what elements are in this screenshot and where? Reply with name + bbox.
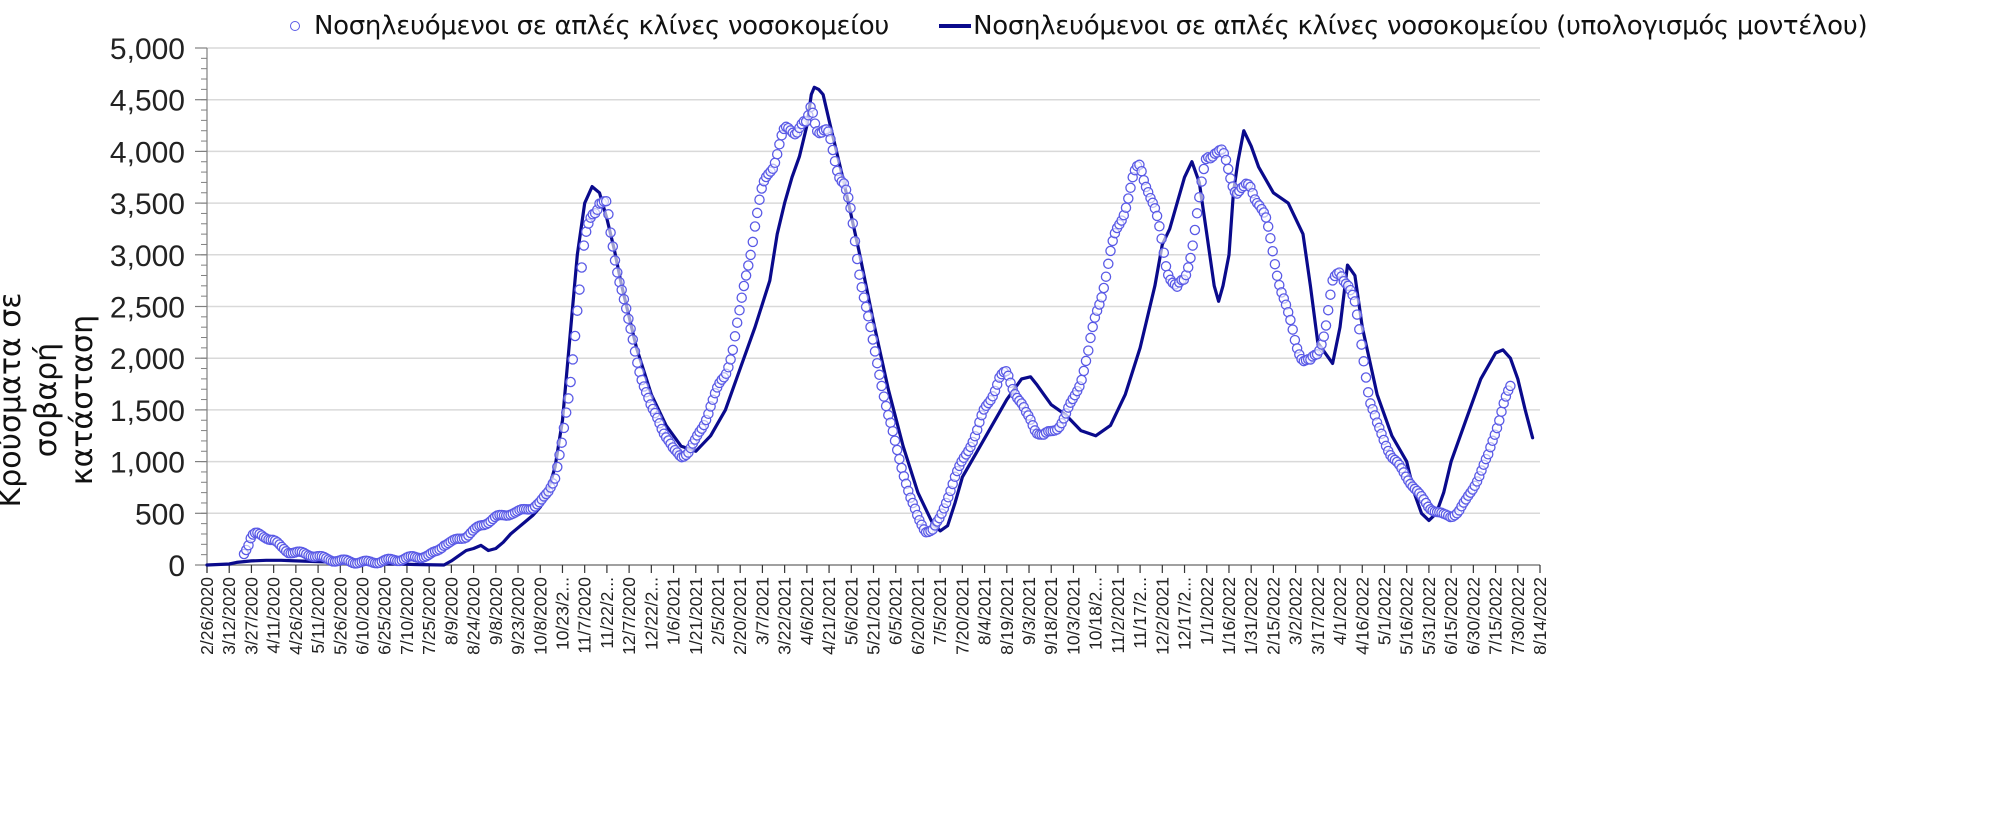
x-tick-label: 6/20/2021 — [908, 577, 928, 655]
x-tick-label: 5/1/2022 — [1374, 577, 1394, 645]
x-tick-label: 4/16/2022 — [1352, 577, 1372, 655]
x-tick-label: 1/21/2021 — [686, 577, 706, 655]
x-tick-label: 10/23/2... — [552, 577, 572, 650]
x-tick-label: 2/20/2021 — [730, 577, 750, 655]
x-tick-label: 1/16/2022 — [1219, 577, 1239, 655]
x-tick-label: 12/17/2... — [1175, 577, 1195, 650]
x-tick-label: 11/2/2021 — [1108, 577, 1128, 654]
x-tick-label: 6/30/2022 — [1463, 577, 1483, 655]
x-tick-label: 11/17/2... — [1130, 577, 1150, 649]
y-tick-label: 500 — [135, 498, 185, 531]
x-tick-label: 1/6/2021 — [664, 577, 684, 645]
x-tick-label: 8/4/2021 — [975, 577, 995, 645]
x-tick-label: 9/3/2021 — [1019, 577, 1039, 645]
y-tick-label: 2,000 — [110, 343, 185, 376]
x-tick-label: 5/31/2022 — [1419, 577, 1439, 655]
x-tick-label: 4/21/2021 — [819, 577, 839, 655]
y-tick-label: 1,500 — [110, 395, 185, 428]
legend-item-model[interactable]: Νοσηλευόμενοι σε απλές κλίνες νοσοκομείο… — [939, 11, 1868, 41]
x-tick-label: 9/18/2021 — [1041, 577, 1061, 655]
x-tick-label: 10/3/2021 — [1063, 577, 1083, 655]
model-line-series — [205, 85, 1535, 567]
observed-marker-series — [238, 101, 1516, 569]
x-tick-label: 2/26/2020 — [197, 577, 217, 655]
x-tick-label: 9/23/2020 — [508, 577, 528, 655]
x-tick-label: 8/24/2020 — [464, 577, 484, 655]
y-tick-label: 5,000 — [110, 33, 185, 66]
x-tick-label: 10/18/2... — [1086, 577, 1106, 650]
x-tick-label: 3/22/2021 — [775, 577, 795, 655]
x-tick-label: 5/16/2022 — [1397, 577, 1417, 655]
x-axis: 2/26/2020 3/12/2020 3/27/2020 4/11/2020 4/26… — [197, 564, 1550, 655]
x-tick-label: 5/21/2021 — [864, 577, 884, 655]
x-tick-label: 2/5/2021 — [708, 577, 728, 645]
x-tick-label: 12/7/2020 — [619, 577, 639, 655]
x-tick-label: 2/15/2022 — [1263, 577, 1283, 655]
x-tick-label: 5/11/2020 — [308, 577, 328, 654]
x-tick-label: 4/6/2021 — [797, 577, 817, 645]
x-tick-label: 8/9/2020 — [441, 577, 461, 645]
legend-label-observed: Νοσηλευόμενοι σε απλές κλίνες νοσοκομείο… — [314, 11, 890, 41]
circle-marker-icon — [290, 21, 300, 31]
x-tick-label: 8/14/2022 — [1530, 577, 1550, 655]
y-tick-label: 4,000 — [110, 136, 185, 169]
x-tick-label: 6/25/2020 — [375, 577, 395, 655]
x-tick-label: 7/25/2020 — [419, 577, 439, 655]
y-axis: 0 500 1,000 1,500 2,000 2,500 3,000 3,500 4,000 4… — [110, 33, 208, 583]
x-tick-label: 3/17/2022 — [1308, 577, 1328, 655]
x-tick-label: 3/2/2022 — [1286, 577, 1306, 645]
y-tick-label: 4,500 — [110, 85, 185, 118]
y-tick-label: 2,500 — [110, 292, 185, 325]
gridlines — [207, 47, 1540, 515]
y-tick-label: 0 — [168, 550, 185, 583]
x-tick-label: 5/26/2020 — [330, 577, 350, 655]
x-tick-label: 5/6/2021 — [841, 577, 861, 645]
y-tick-label: 3,000 — [110, 240, 185, 273]
x-tick-label: 7/15/2022 — [1486, 577, 1506, 655]
x-tick-label: 7/5/2021 — [930, 577, 950, 645]
x-tick-label: 11/7/2020 — [575, 577, 595, 654]
x-tick-label: 4/11/2020 — [264, 577, 284, 654]
x-tick-label: 9/8/2020 — [486, 577, 506, 645]
x-tick-label: 8/19/2021 — [997, 577, 1017, 655]
x-tick-label: 4/26/2020 — [286, 577, 306, 655]
x-tick-label: 11/22/2... — [597, 577, 617, 649]
y-tick-label: 3,500 — [110, 188, 185, 221]
line-marker-icon — [939, 24, 972, 28]
x-tick-label: 12/22/2... — [641, 577, 661, 650]
x-tick-label: 4/1/2022 — [1330, 577, 1350, 645]
x-tick-label: 12/2/2021 — [1152, 577, 1172, 655]
x-tick-label: 7/30/2022 — [1508, 577, 1528, 655]
legend-item-observed[interactable]: Νοσηλευόμενοι σε απλές κλίνες νοσοκομείο… — [290, 11, 889, 41]
x-tick-label: 1/1/2022 — [1197, 577, 1217, 645]
x-tick-label: 3/7/2021 — [752, 577, 772, 645]
x-tick-label: 7/20/2021 — [952, 577, 972, 655]
x-tick-label: 3/27/2020 — [241, 577, 261, 655]
x-tick-label: 6/15/2022 — [1441, 577, 1461, 655]
legend: Νοσηλευόμενοι σε απλές κλίνες νοσοκομείο… — [290, 8, 1868, 44]
x-tick-label: 10/8/2020 — [530, 577, 550, 655]
y-tick-label: 1,000 — [110, 447, 185, 480]
x-tick-label: 6/5/2021 — [886, 577, 906, 645]
legend-label-model: Νοσηλευόμενοι σε απλές κλίνες νοσοκομείο… — [973, 11, 1868, 41]
x-tick-label: 6/10/2020 — [353, 577, 373, 655]
x-tick-label: 3/12/2020 — [219, 577, 239, 655]
x-tick-label: 1/31/2022 — [1241, 577, 1261, 655]
x-tick-label: 7/10/2020 — [397, 577, 417, 655]
